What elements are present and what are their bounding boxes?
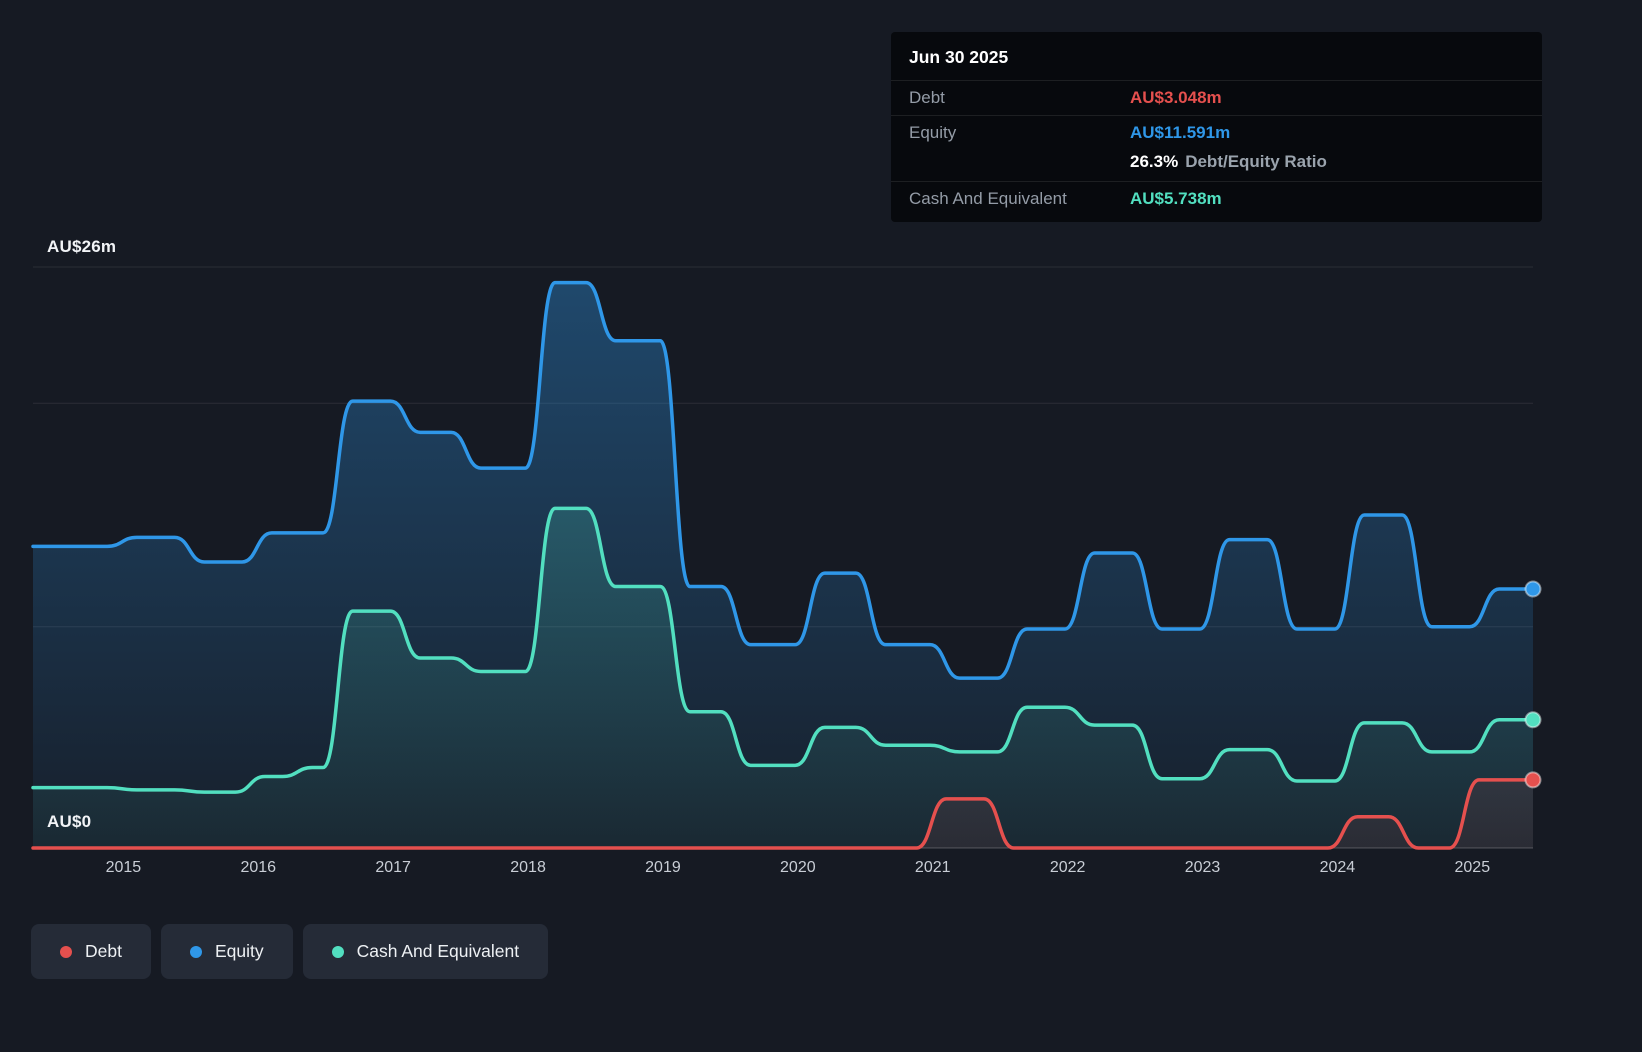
- equity-area: [33, 282, 1533, 848]
- x-axis-label-2025: 2025: [1454, 859, 1491, 876]
- y-axis-max-label: AU$26m: [47, 237, 117, 256]
- x-axis-label-2021: 2021: [914, 859, 951, 876]
- cash-and-equivalent-end-dot[interactable]: [1524, 711, 1542, 729]
- tooltip-date: Jun 30 2025: [909, 47, 1009, 67]
- equity-line: [31, 280, 1535, 680]
- cash-and-equivalent-line: [31, 506, 1535, 794]
- equity-end-dot[interactable]: [1524, 580, 1542, 598]
- x-axis-label-2018: 2018: [510, 859, 546, 876]
- chart-tooltip: Jun 30 2025 Debt AU$3.048m Equity AU$11.…: [891, 32, 1542, 222]
- tooltip-ratio-row: 26.3% Debt/Equity Ratio: [891, 150, 1542, 181]
- x-axis-label-2024: 2024: [1319, 859, 1356, 876]
- legend-item-cash[interactable]: Cash And Equivalent: [302, 924, 549, 979]
- y-axis-zero-label: AU$0: [47, 812, 92, 831]
- tooltip-debt-label: Debt: [909, 88, 945, 107]
- debt-end-dot[interactable]: [1524, 771, 1542, 789]
- x-axis-label-2022: 2022: [1049, 859, 1086, 876]
- legend-item-equity[interactable]: Equity: [160, 924, 293, 979]
- x-axis-label-2017: 2017: [375, 859, 411, 876]
- x-axis-label-2016: 2016: [240, 859, 277, 876]
- tooltip-debt-value: AU$3.048m: [1130, 88, 1222, 107]
- legend-equity-label: Equity: [214, 941, 264, 961]
- tooltip-cash-label: Cash And Equivalent: [909, 189, 1067, 208]
- x-axis-label-2023: 2023: [1184, 859, 1221, 876]
- cash-and-equivalent-area: [33, 508, 1533, 848]
- equity-legend-dot-icon: [189, 945, 202, 958]
- tooltip-ratio-value: 26.3%: [1130, 152, 1179, 171]
- debt-area: [33, 779, 1533, 848]
- legend-item-debt[interactable]: Debt: [31, 924, 151, 979]
- tooltip-equity-value: AU$11.591m: [1130, 123, 1231, 142]
- debt-line: [31, 778, 1535, 850]
- tooltip-cash-row: Cash And Equivalent AU$5.738m: [891, 181, 1542, 216]
- legend-cash-label: Cash And Equivalent: [356, 941, 520, 961]
- tooltip-debt-row: Debt AU$3.048m: [891, 80, 1542, 115]
- debt-legend-dot-icon: [60, 945, 72, 958]
- chart-legend: Debt Equity Cash And Equivalent: [31, 924, 549, 979]
- tooltip-ratio-label: Debt/Equity Ratio: [1185, 152, 1327, 171]
- tooltip-equity-row: Equity AU$11.591m: [891, 115, 1542, 150]
- x-axis-label-2015: 2015: [105, 859, 142, 876]
- x-axis-label-2019: 2019: [645, 859, 681, 876]
- tooltip-cash-value: AU$5.738m: [1130, 189, 1222, 208]
- legend-debt-label: Debt: [85, 941, 122, 961]
- tooltip-equity-label: Equity: [909, 123, 957, 142]
- x-axis-label-2020: 2020: [780, 859, 816, 876]
- cash-legend-dot-icon: [331, 945, 344, 958]
